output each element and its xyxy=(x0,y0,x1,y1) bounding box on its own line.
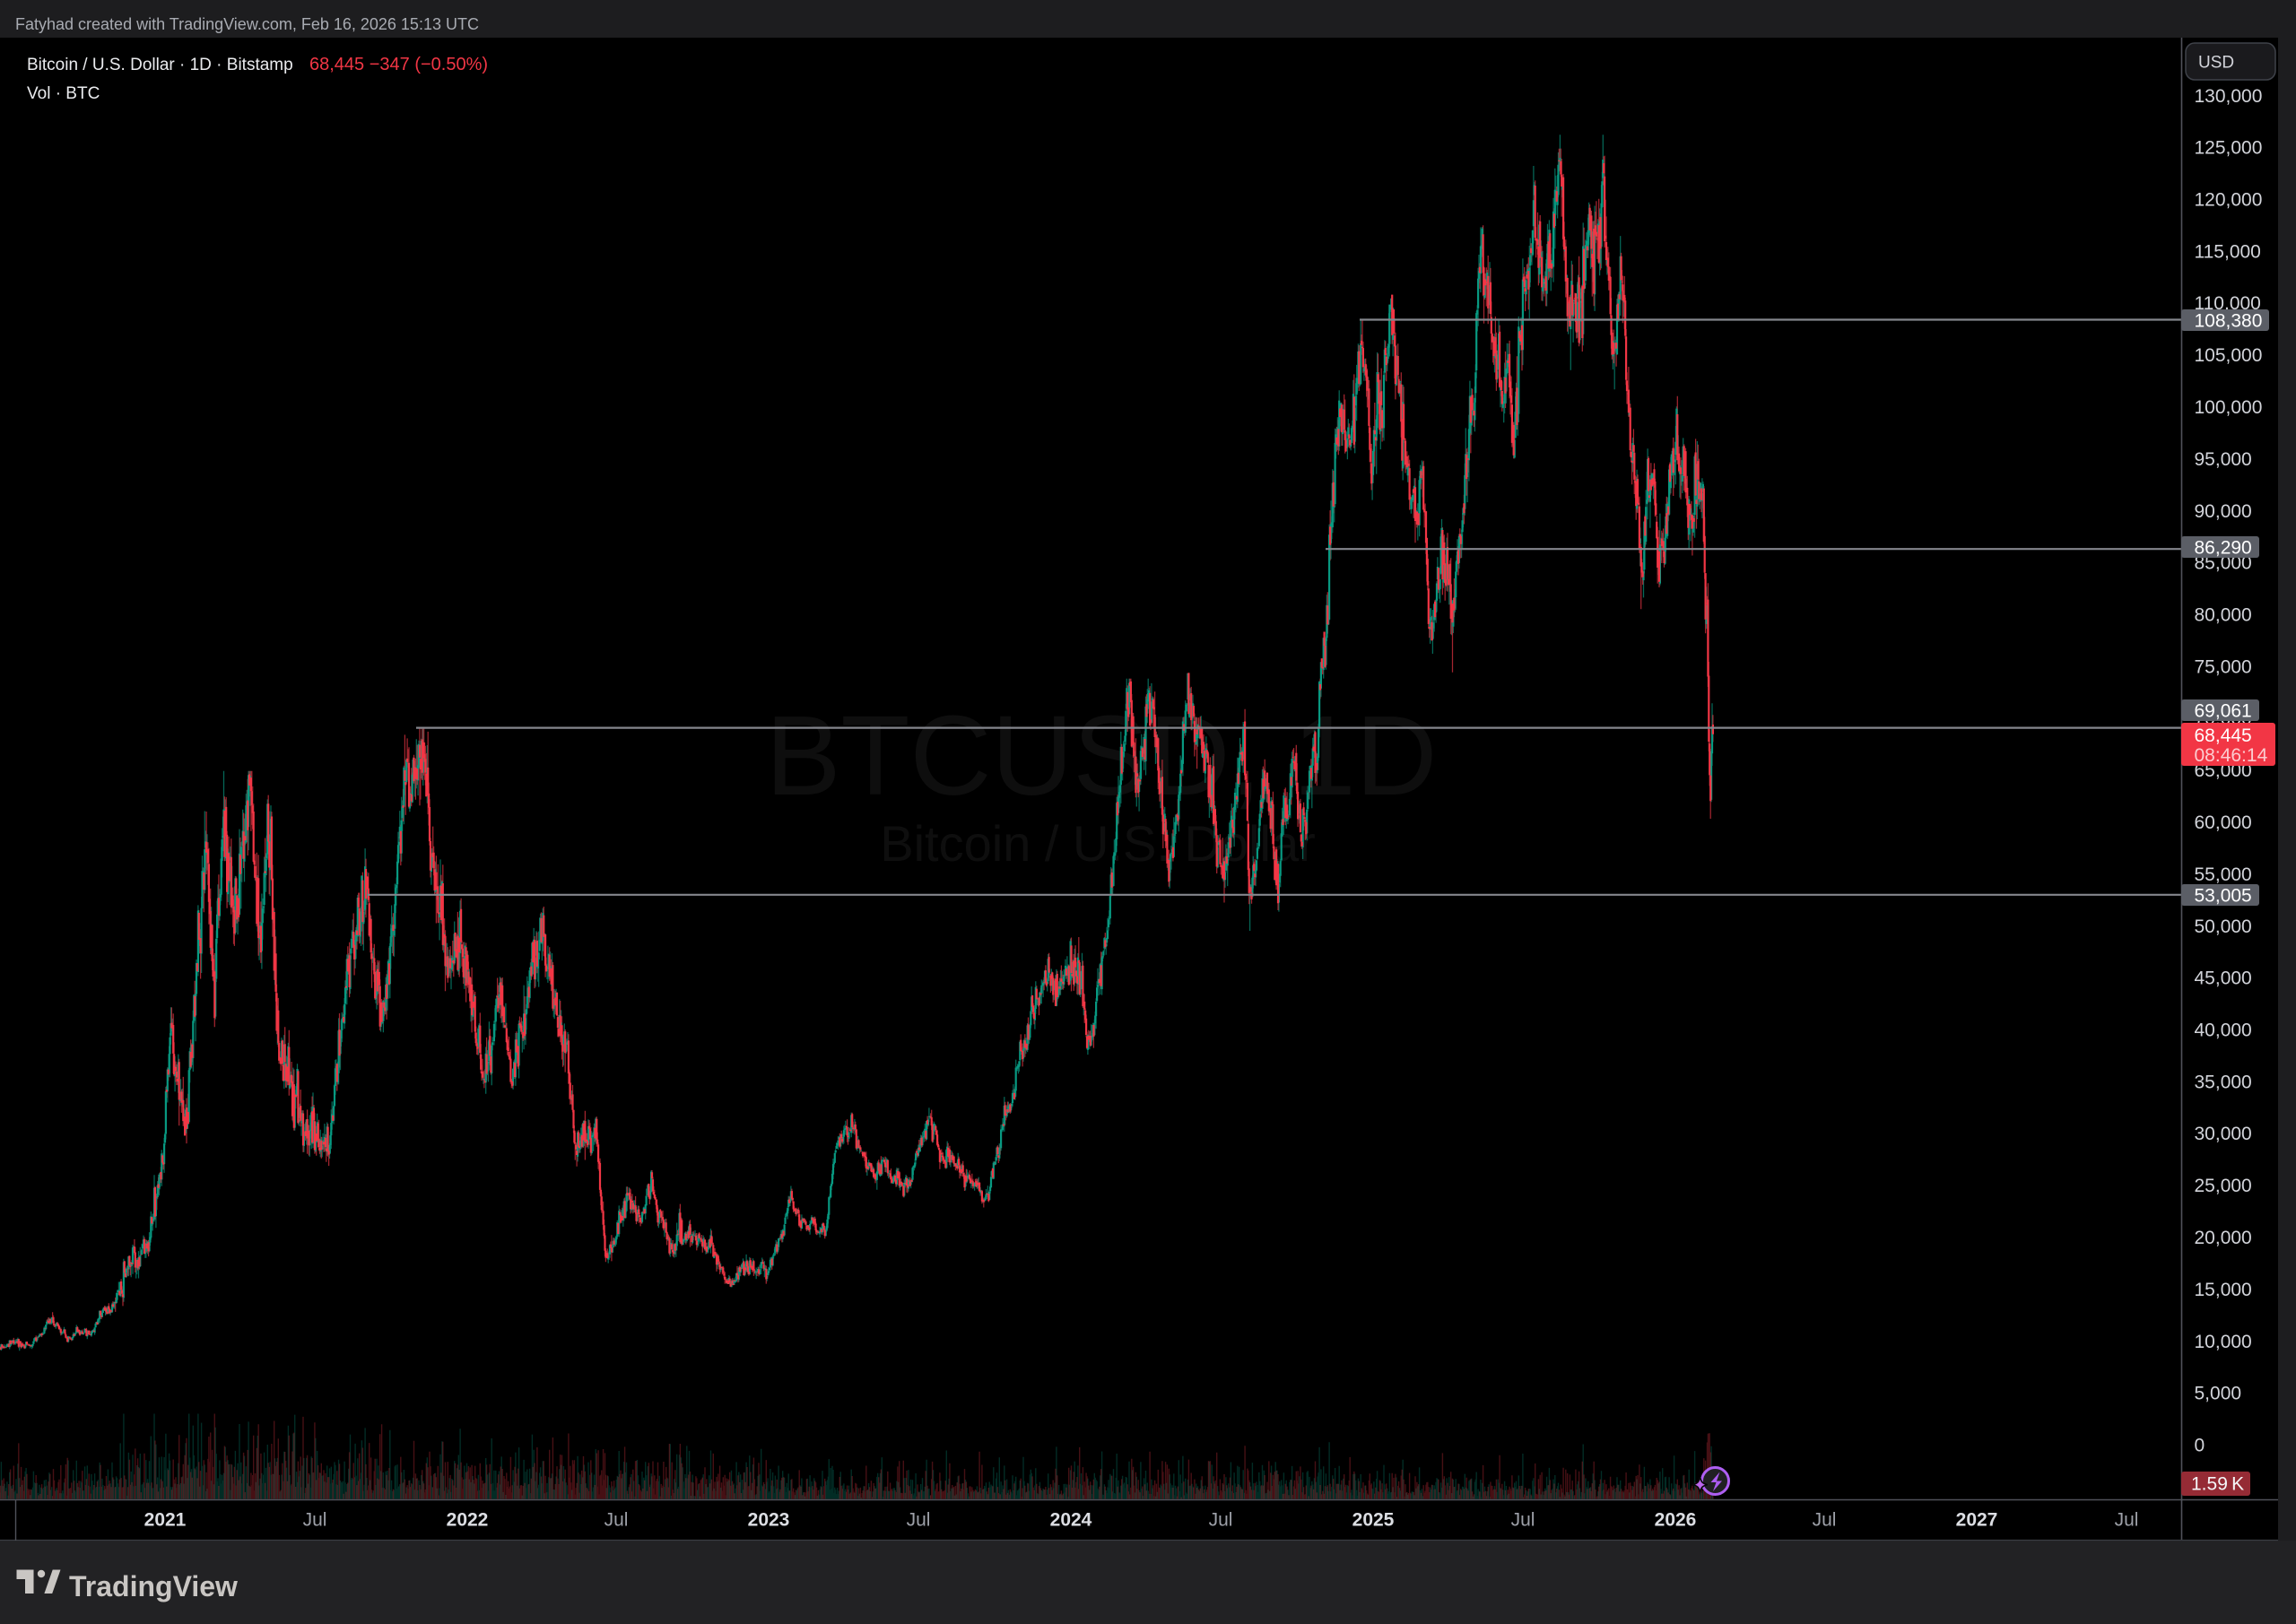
svg-text:Vol · BTC: Vol · BTC xyxy=(27,84,100,103)
svg-text:5,000: 5,000 xyxy=(2195,1384,2242,1404)
svg-text:Jul: Jul xyxy=(303,1510,327,1531)
svg-text:0: 0 xyxy=(2195,1436,2205,1456)
svg-text:53,005: 53,005 xyxy=(2195,886,2252,907)
svg-text:30,000: 30,000 xyxy=(2195,1124,2252,1144)
svg-text:115,000: 115,000 xyxy=(2195,241,2261,262)
svg-text:40,000: 40,000 xyxy=(2195,1020,2252,1041)
svg-text:90,000: 90,000 xyxy=(2195,501,2252,522)
svg-text:Jul: Jul xyxy=(1209,1510,1233,1531)
svg-text:105,000: 105,000 xyxy=(2195,345,2263,366)
svg-text:25,000: 25,000 xyxy=(2195,1176,2252,1196)
svg-text:Jul: Jul xyxy=(907,1510,931,1531)
svg-text:68,445 −347 (−0.50%): 68,445 −347 (−0.50%) xyxy=(309,55,488,74)
svg-text:TradingView: TradingView xyxy=(69,1570,238,1602)
svg-text:69,061: 69,061 xyxy=(2195,701,2252,722)
svg-text:86,290: 86,290 xyxy=(2195,538,2252,559)
svg-text:95,000: 95,000 xyxy=(2195,449,2252,470)
svg-text:85,000: 85,000 xyxy=(2195,553,2252,574)
svg-text:100,000: 100,000 xyxy=(2195,397,2263,418)
svg-text:2021: 2021 xyxy=(144,1510,187,1531)
svg-text:125,000: 125,000 xyxy=(2195,138,2263,159)
svg-text:2025: 2025 xyxy=(1352,1510,1395,1531)
svg-text:Jul: Jul xyxy=(2115,1510,2139,1531)
svg-text:Jul: Jul xyxy=(1813,1510,1837,1531)
svg-text:110,000: 110,000 xyxy=(2195,293,2261,314)
svg-text:2024: 2024 xyxy=(1050,1510,1092,1531)
svg-text:08:46:14: 08:46:14 xyxy=(2195,745,2268,766)
svg-text:120,000: 120,000 xyxy=(2195,190,2263,211)
svg-text:2022: 2022 xyxy=(447,1510,489,1531)
svg-text:60,000: 60,000 xyxy=(2195,812,2252,833)
svg-text:20,000: 20,000 xyxy=(2195,1228,2252,1248)
svg-text:55,000: 55,000 xyxy=(2195,864,2252,885)
svg-text:Fatyhad created with TradingVi: Fatyhad created with TradingView.com, Fe… xyxy=(15,15,479,33)
svg-text:108,380: 108,380 xyxy=(2195,311,2263,332)
svg-text:10,000: 10,000 xyxy=(2195,1332,2252,1352)
svg-text:Bitcoin / U.S. Dollar: Bitcoin / U.S. Dollar xyxy=(880,815,1316,872)
svg-text:75,000: 75,000 xyxy=(2195,656,2252,677)
svg-text:Bitcoin / U.S. Dollar · 1D · B: Bitcoin / U.S. Dollar · 1D · Bitstamp xyxy=(27,56,293,74)
svg-text:130,000: 130,000 xyxy=(2195,86,2263,107)
svg-text:USD: USD xyxy=(2198,54,2234,73)
svg-text:35,000: 35,000 xyxy=(2195,1072,2252,1092)
svg-text:2026: 2026 xyxy=(1655,1510,1697,1531)
svg-text:2023: 2023 xyxy=(748,1510,790,1531)
svg-text:45,000: 45,000 xyxy=(2195,968,2252,989)
svg-text:1.59 K: 1.59 K xyxy=(2191,1474,2244,1495)
svg-text:80,000: 80,000 xyxy=(2195,605,2252,626)
svg-text:68,445: 68,445 xyxy=(2195,725,2252,746)
svg-text:Jul: Jul xyxy=(604,1510,629,1531)
svg-text:2027: 2027 xyxy=(1956,1510,1998,1531)
svg-text:BTCUSD, 1D: BTCUSD, 1D xyxy=(765,692,1437,819)
svg-text:Jul: Jul xyxy=(1511,1510,1535,1531)
svg-text:50,000: 50,000 xyxy=(2195,916,2252,937)
svg-text:15,000: 15,000 xyxy=(2195,1280,2252,1300)
